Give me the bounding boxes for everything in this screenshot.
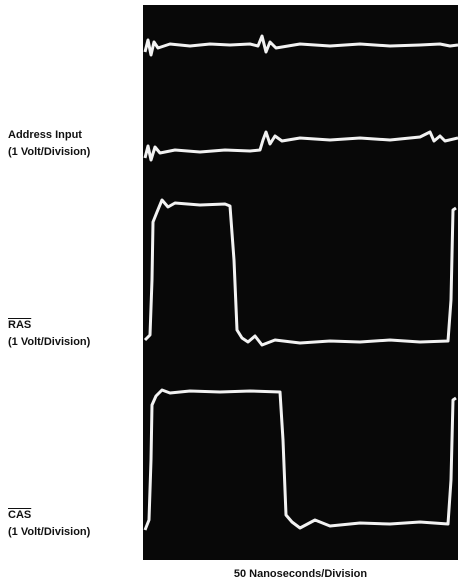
ras-trace xyxy=(143,198,457,347)
signal-name: Address Input xyxy=(8,129,82,141)
screen-background xyxy=(143,5,458,560)
signal-scale: (1 Volt/Division) xyxy=(8,336,91,348)
address-trace-lower xyxy=(143,130,458,162)
cas-trace xyxy=(143,388,457,531)
signal-scale: (1 Volt/Division) xyxy=(8,526,91,538)
signal-label: Address Input (1 Volt/Division) xyxy=(8,127,90,161)
signal-name: CAS xyxy=(8,509,32,521)
time-scale-label: 50 Nanoseconds/Division xyxy=(233,568,368,580)
signal-label: CAS (1 Volt/Division) xyxy=(8,507,90,541)
signal-name: RAS xyxy=(8,319,32,331)
signal-label: RAS (1 Volt/Division) xyxy=(8,317,90,351)
signal-scale: (1 Volt/Division) xyxy=(8,146,91,158)
address-trace-upper xyxy=(143,34,458,57)
oscilloscope-screen xyxy=(143,5,458,560)
